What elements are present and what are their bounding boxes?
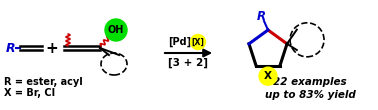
Text: 22 examples: 22 examples	[273, 77, 347, 87]
Text: [3 + 2]: [3 + 2]	[169, 58, 209, 68]
Circle shape	[105, 19, 127, 41]
Text: X: X	[264, 71, 272, 81]
Text: R: R	[257, 9, 265, 23]
Text: up to 83% yield: up to 83% yield	[265, 90, 355, 100]
Text: +: +	[46, 40, 58, 56]
Text: R: R	[6, 41, 15, 54]
Text: X = Br, Cl: X = Br, Cl	[4, 88, 55, 98]
Circle shape	[259, 67, 277, 85]
Text: R = ester, acyl: R = ester, acyl	[4, 77, 83, 87]
Text: [Pd]/: [Pd]/	[168, 37, 195, 47]
Text: OH: OH	[108, 25, 124, 35]
Circle shape	[191, 35, 206, 50]
Text: [X]: [X]	[192, 38, 204, 47]
